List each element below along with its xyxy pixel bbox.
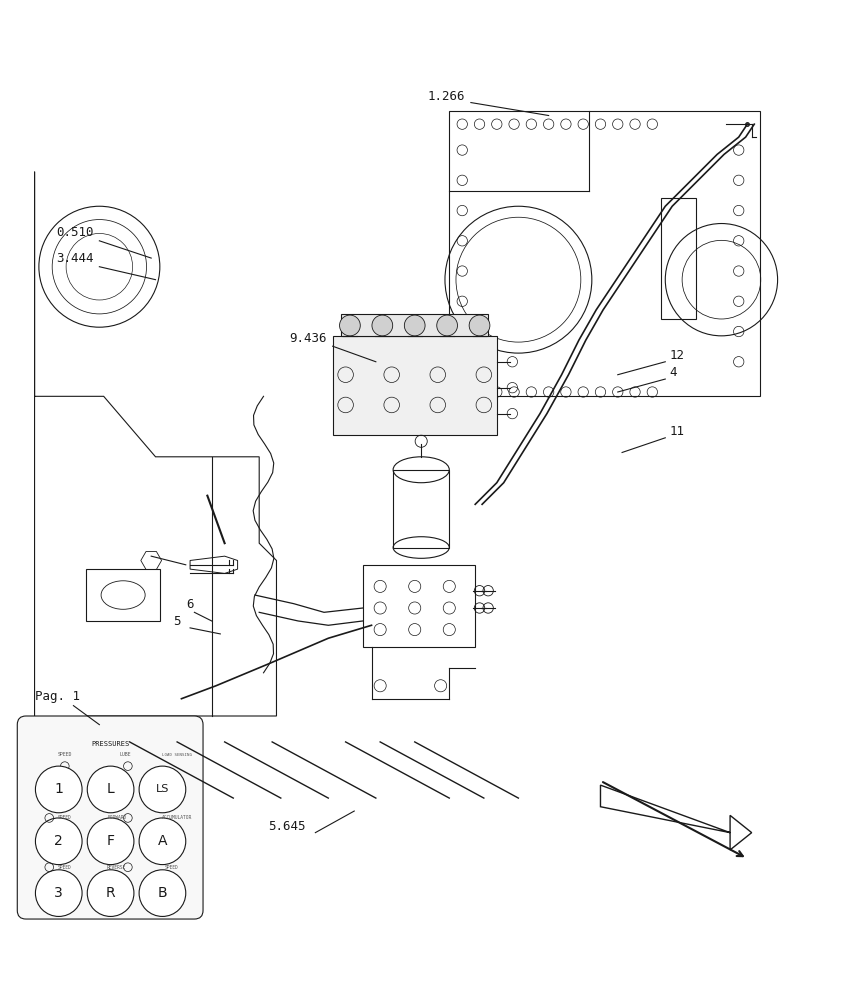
Text: 0.510: 0.510	[56, 226, 93, 239]
Text: F: F	[106, 834, 115, 848]
Text: 2: 2	[54, 834, 63, 848]
Circle shape	[87, 766, 134, 813]
Bar	[661, 198, 696, 319]
Circle shape	[139, 766, 186, 813]
Bar	[341, 314, 488, 336]
Bar	[86, 569, 160, 621]
Text: REVERSE: REVERSE	[107, 865, 126, 870]
Circle shape	[35, 818, 82, 865]
Text: SPEED: SPEED	[58, 865, 72, 870]
Text: 12: 12	[670, 349, 684, 362]
Circle shape	[404, 315, 425, 336]
Text: Pag. 1: Pag. 1	[35, 690, 79, 703]
Text: L: L	[107, 782, 114, 796]
Text: 9.436: 9.436	[289, 332, 327, 345]
Text: 3: 3	[54, 886, 63, 900]
Text: 4: 4	[670, 366, 677, 379]
Text: ACCUMULATOR: ACCUMULATOR	[162, 815, 193, 820]
Circle shape	[87, 870, 134, 916]
Circle shape	[35, 870, 82, 916]
Circle shape	[340, 315, 360, 336]
Text: B: B	[157, 886, 168, 900]
Text: 3.444: 3.444	[56, 252, 93, 265]
Text: 6: 6	[186, 598, 194, 611]
Circle shape	[372, 315, 392, 336]
Text: 11: 11	[670, 425, 684, 438]
Bar	[449, 111, 760, 396]
Text: LS: LS	[156, 784, 169, 794]
Circle shape	[436, 315, 457, 336]
Text: SPEED: SPEED	[58, 752, 72, 757]
Circle shape	[35, 766, 82, 813]
Text: SPEED: SPEED	[164, 865, 178, 870]
Circle shape	[139, 818, 186, 865]
Bar	[333, 336, 497, 435]
Text: 1.266: 1.266	[428, 90, 465, 103]
Text: LUBE: LUBE	[119, 752, 131, 757]
Bar	[393, 470, 449, 548]
Text: SPEED: SPEED	[58, 815, 72, 820]
Text: 1: 1	[54, 782, 63, 796]
FancyBboxPatch shape	[17, 716, 203, 919]
Circle shape	[139, 870, 186, 916]
Text: LOAD SENSING: LOAD SENSING	[162, 753, 192, 757]
Circle shape	[87, 818, 134, 865]
Text: 5: 5	[173, 615, 181, 628]
Text: 5.645: 5.645	[268, 820, 305, 833]
Text: A: A	[158, 834, 167, 848]
Circle shape	[469, 315, 490, 336]
Text: FORWARD: FORWARD	[107, 815, 126, 820]
Text: PRESSURES: PRESSURES	[91, 741, 130, 747]
Bar	[363, 565, 475, 647]
Text: R: R	[105, 886, 116, 900]
